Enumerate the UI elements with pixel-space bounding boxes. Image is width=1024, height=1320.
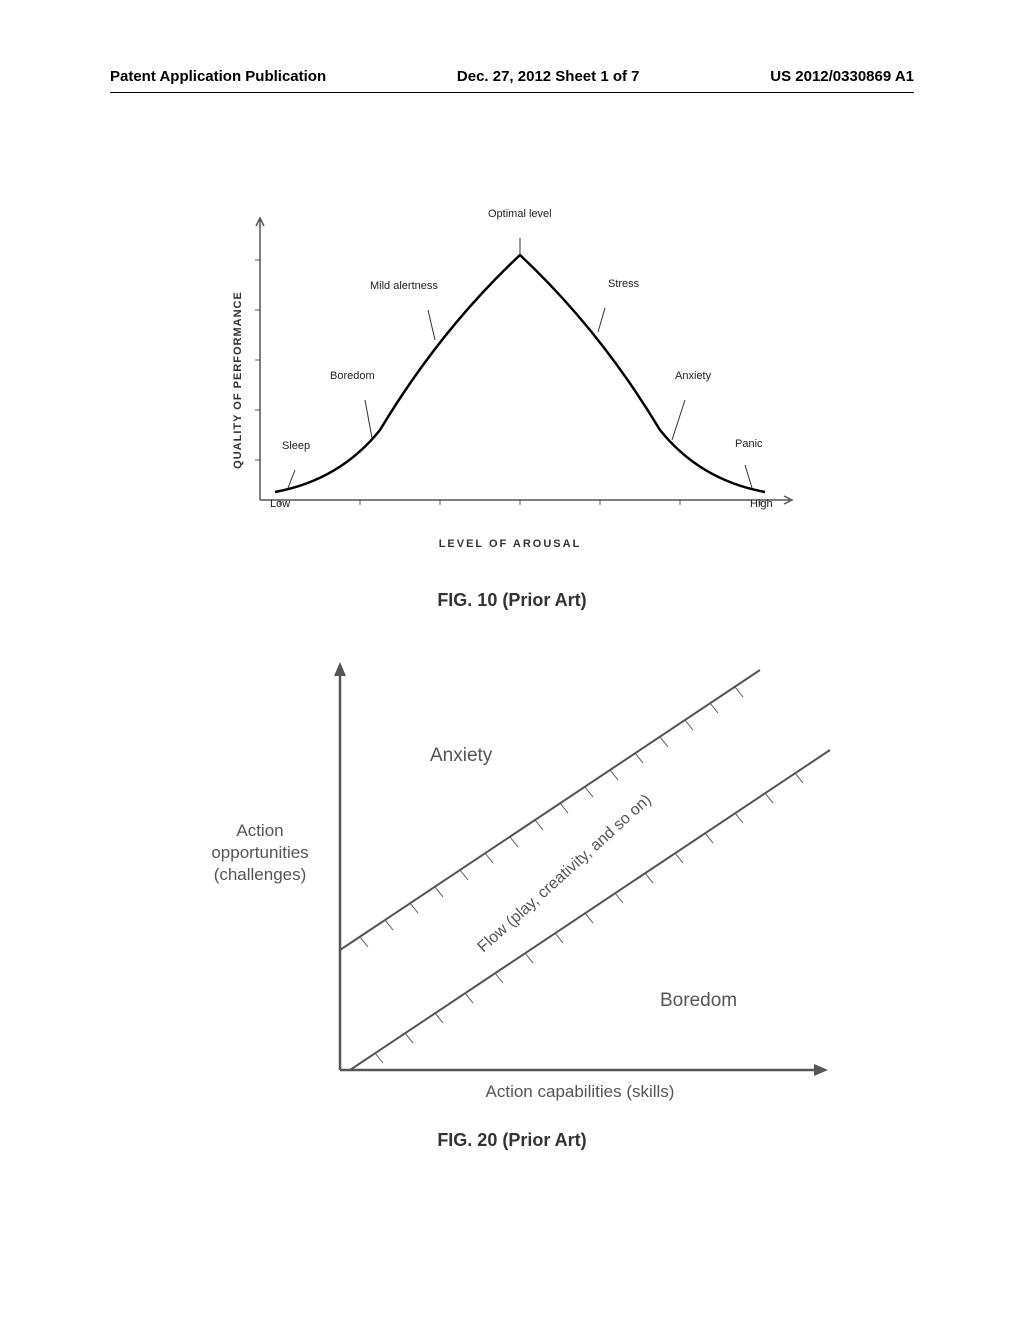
fig10-caption: FIG. 10 (Prior Art) (0, 590, 1024, 611)
label-sleep: Sleep (282, 440, 310, 452)
fig20-ylabel-3: (challenges) (214, 865, 307, 884)
fig10-ylabel: QUALITY OF PERFORMANCE (232, 280, 244, 480)
label-anxiety-20: Anxiety (430, 745, 492, 767)
header-right: US 2012/0330869 A1 (770, 68, 914, 85)
xtick-high: High (750, 498, 773, 510)
figure-10: QUALITY OF PERFORMANCE Sleep Boredo (210, 190, 810, 550)
fig10-xlabel: LEVEL OF AROUSAL (210, 538, 810, 550)
header-left: Patent Application Publication (110, 68, 326, 85)
header-center: Dec. 27, 2012 Sheet 1 of 7 (457, 68, 640, 85)
label-stress: Stress (608, 278, 639, 290)
fig20-ylabel-2: opportunities (211, 843, 308, 862)
figure-20: Action opportunities (challenges) (200, 650, 840, 1110)
fig20-xlabel: Action capabilities (skills) (340, 1082, 820, 1102)
label-boredom: Boredom (330, 370, 375, 382)
label-mild: Mild alertness (370, 280, 438, 292)
xtick-low: Low (270, 498, 290, 510)
fig20-caption: FIG. 20 (Prior Art) (0, 1130, 1024, 1151)
fig20-ylabel-1: Action (236, 821, 283, 840)
label-boredom-20: Boredom (660, 990, 737, 1012)
label-panic: Panic (735, 438, 763, 450)
header-divider (110, 92, 914, 93)
fig20-ylabel: Action opportunities (challenges) (195, 820, 325, 886)
label-optimal: Optimal level (488, 208, 552, 220)
label-anxiety: Anxiety (675, 370, 711, 382)
fig10-svg (210, 190, 810, 550)
